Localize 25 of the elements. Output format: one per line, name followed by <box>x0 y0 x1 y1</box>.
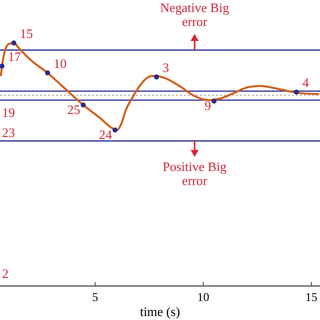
annotation: 3 <box>162 60 170 76</box>
annotation: 9 <box>204 98 212 114</box>
x-tick-label: 5 <box>92 290 98 304</box>
annotation: 23 <box>2 125 15 140</box>
point <box>45 70 50 76</box>
x-tick-label: 10 <box>197 290 210 304</box>
point <box>112 127 118 132</box>
annotation: 10 <box>54 56 67 71</box>
annotation: 2 <box>2 266 8 281</box>
point <box>294 90 299 95</box>
ref-line-label: Negative Big error <box>160 0 230 30</box>
annotation: 15 <box>20 26 33 41</box>
annotation: 17 <box>8 49 22 64</box>
annotation: 19 <box>2 105 15 120</box>
point <box>80 102 86 108</box>
x-tick-label: 15 <box>305 290 318 304</box>
point <box>212 98 217 104</box>
ref-line-label: Positive Big error <box>162 158 228 188</box>
point <box>11 40 16 46</box>
annotation: 25 <box>67 102 80 117</box>
annotation: 24 <box>99 126 113 142</box>
annotation: 4 <box>302 75 310 90</box>
point <box>0 64 4 69</box>
x-axis-title: time (s) <box>140 304 180 319</box>
point <box>154 74 160 80</box>
